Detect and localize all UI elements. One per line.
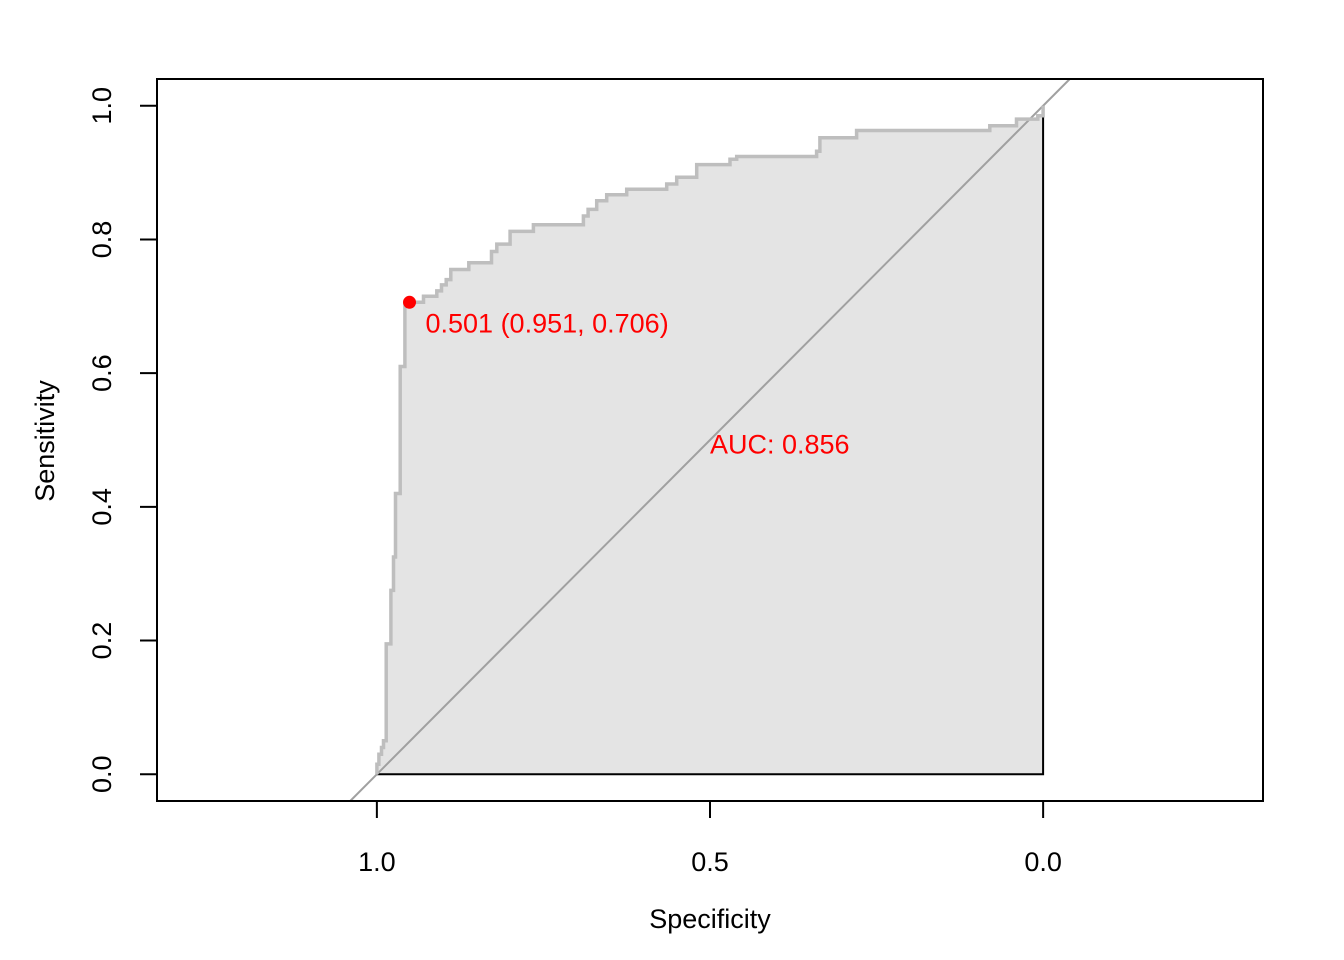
auc-label: AUC: 0.856 (710, 429, 850, 459)
y-tick-label: 0.0 (87, 755, 117, 793)
y-axis-label: Sensitivity (30, 380, 60, 502)
chance-diagonal-line (349, 78, 1071, 802)
x-tick-label: 0.5 (691, 847, 729, 877)
plot-area: 0.501 (0.951, 0.706) AUC: 0.856 (349, 78, 1071, 802)
roc-curve-line (375, 105, 1045, 775)
y-tick-label: 0.4 (87, 488, 117, 526)
y-tick-label: 1.0 (87, 87, 117, 125)
y-axis: 0.0 0.2 0.4 0.6 0.8 1.0 (87, 87, 158, 793)
y-tick-label: 0.6 (87, 354, 117, 392)
x-tick-label: 0.0 (1024, 847, 1062, 877)
threshold-label: 0.501 (0.951, 0.706) (426, 308, 669, 338)
x-tick-label: 1.0 (358, 847, 396, 877)
y-tick-label: 0.8 (87, 221, 117, 259)
x-axis-label: Specificity (649, 904, 771, 934)
x-axis: 1.0 0.5 0.0 (358, 800, 1062, 877)
y-tick-label: 0.2 (87, 622, 117, 660)
threshold-point (403, 295, 417, 309)
